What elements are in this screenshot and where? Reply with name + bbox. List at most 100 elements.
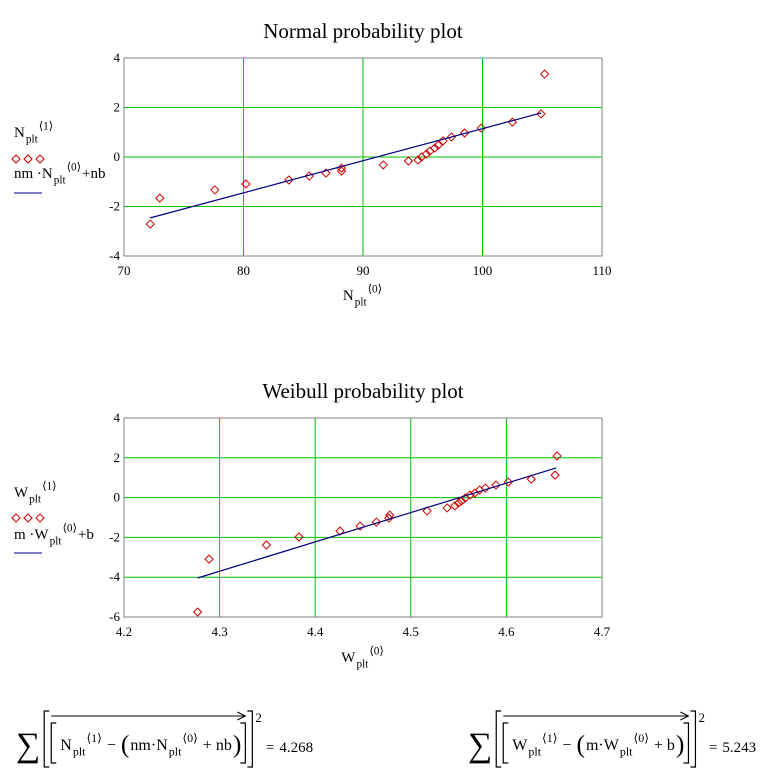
y-tick-label: -4 [109, 569, 120, 584]
sum-sign: ∑ [16, 727, 40, 764]
fit-line [150, 112, 542, 219]
legend-label: +b [78, 527, 94, 543]
data-point [450, 501, 460, 511]
formula-term: + b [650, 737, 675, 754]
legend-label: plt [54, 174, 67, 186]
data-point [192, 607, 203, 617]
formula-term: ) [676, 729, 685, 758]
formula-term: plt [169, 745, 182, 759]
data-point [335, 526, 345, 536]
bracket [50, 722, 57, 764]
y-tick-label: -4 [109, 248, 120, 263]
data-point [459, 128, 470, 138]
vector-arrowhead [680, 711, 690, 721]
x-axis-label-part: ⟨0⟩ [369, 646, 383, 658]
legend-label: nm ·N [14, 166, 53, 182]
legend-label: m ·W [14, 527, 49, 543]
data-point [204, 554, 214, 564]
x-axis-label-part: ⟨0⟩ [368, 284, 382, 296]
vector-arrowhead [237, 711, 247, 721]
formula-term: + nb [199, 737, 232, 754]
x-axis-label-part: plt [355, 296, 368, 308]
legend-marker [11, 154, 21, 164]
data-point [476, 123, 487, 133]
legend-marker [11, 513, 21, 523]
equals: = [266, 740, 274, 756]
data-point [539, 69, 550, 79]
legend-label: plt [26, 133, 39, 145]
result: 4.268 [279, 740, 313, 756]
y-tick-label: 2 [114, 450, 121, 465]
x-tick-label: 110 [592, 263, 611, 278]
legend-label: plt [50, 535, 63, 547]
data-point [552, 451, 562, 461]
data-point [355, 521, 365, 531]
formula-term: ( [576, 729, 585, 758]
data-point [378, 160, 389, 170]
formula-term: ⟨0⟩ [634, 731, 649, 745]
y-tick-label: -2 [109, 199, 120, 214]
formula-term: plt [73, 745, 86, 759]
data-point [371, 517, 382, 527]
bracket [495, 710, 502, 768]
legend-label: N [14, 125, 25, 141]
data-point [453, 498, 464, 508]
data-point [403, 156, 414, 166]
y-tick-label: 0 [114, 149, 121, 164]
result: 5.243 [722, 740, 756, 756]
data-point [421, 149, 432, 159]
data-point [442, 503, 452, 513]
data-point [145, 219, 155, 229]
equals: = [709, 740, 717, 756]
x-tick-label: 100 [473, 263, 493, 278]
x-tick-label: 4.3 [211, 624, 227, 639]
legend-label: W [14, 485, 29, 501]
x-axis-label-part: N [343, 288, 354, 304]
chart-title: Normal probability plot [263, 19, 463, 43]
formula-term: W [512, 737, 528, 754]
formula-term: ⟨1⟩ [86, 731, 101, 745]
data-point [433, 140, 443, 150]
y-tick-label: -2 [109, 529, 120, 544]
y-tick-label: 4 [114, 50, 121, 65]
legend-entry: m ·W plt⟨0⟩ +b [14, 523, 94, 554]
formula-term: ) [233, 729, 242, 758]
x-tick-label: 90 [357, 263, 370, 278]
data-point [526, 474, 536, 484]
data-point [491, 480, 501, 490]
x-tick-label: 80 [237, 263, 250, 278]
formula-term: plt [528, 745, 541, 759]
power: 2 [698, 710, 705, 725]
legend-marker [35, 513, 45, 523]
fit-line [197, 467, 557, 579]
data-point [536, 109, 546, 119]
formula-term: − [103, 737, 120, 754]
data-point [284, 175, 294, 185]
bracket [690, 710, 697, 768]
legend-marker [23, 513, 33, 523]
legend-label: +nb [82, 166, 105, 182]
bracket [240, 722, 246, 764]
legend-label: ⟨1⟩ [42, 481, 56, 493]
legend-label: ⟨0⟩ [67, 162, 81, 174]
legend-label: plt [29, 493, 42, 505]
data-point [241, 179, 251, 189]
x-tick-label: 4.7 [594, 624, 611, 639]
chart-title: Weibull probability plot [262, 379, 463, 403]
x-axis-label-part: W [341, 650, 356, 666]
plot-frame [123, 57, 603, 257]
formula-term: ⟨1⟩ [542, 731, 557, 745]
formula-term: m·W [586, 737, 620, 754]
data-point [422, 506, 432, 516]
y-tick-label: 2 [114, 100, 121, 115]
x-tick-label: 4.2 [116, 624, 132, 639]
power: 2 [255, 710, 262, 725]
x-tick-label: 4.4 [307, 624, 324, 639]
data-point [456, 496, 467, 506]
y-tick-label: 4 [114, 410, 121, 425]
